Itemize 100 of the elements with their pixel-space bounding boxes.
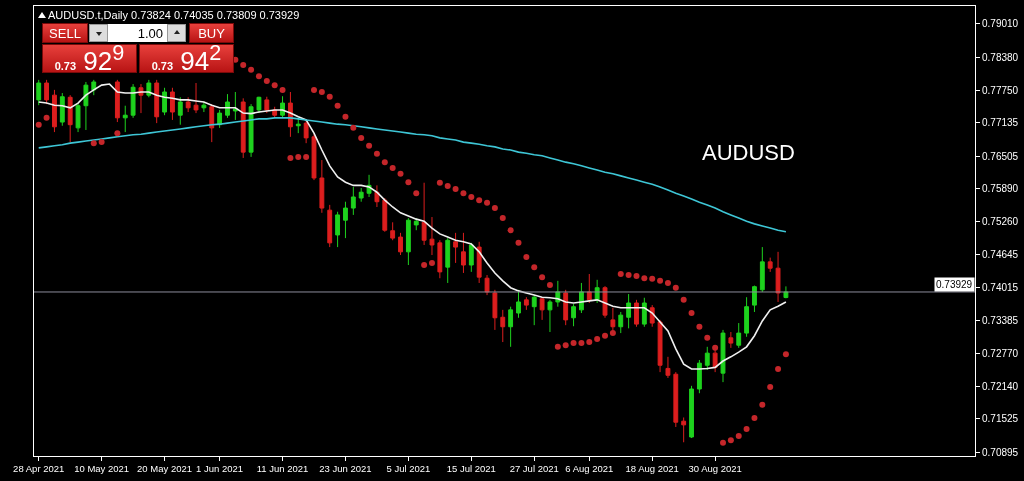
y-tick-label: 0.76505 <box>982 150 1019 162</box>
y-tick-label: 0.75890 <box>982 183 1019 195</box>
candlestick <box>523 296 529 311</box>
candlestick <box>232 91 238 121</box>
candlestick <box>193 82 199 114</box>
candlestick <box>67 94 73 143</box>
x-tick-label: 11 Jun 2021 <box>256 463 309 475</box>
annotation: AUDUSD <box>702 140 795 165</box>
x-tick-label: 18 Aug 2021 <box>625 463 679 475</box>
candlestick <box>327 204 333 248</box>
candlestick <box>484 274 490 296</box>
candlestick <box>704 346 710 371</box>
candlestick <box>657 319 663 373</box>
candlestick <box>303 119 309 144</box>
candlestick <box>468 242 474 273</box>
candlestick <box>413 217 419 231</box>
candlestick <box>382 197 388 233</box>
candlestick <box>398 232 403 256</box>
ref-line-label: 0.73929 <box>936 279 973 290</box>
candlestick <box>461 232 466 274</box>
candlestick <box>264 96 270 114</box>
candlestick <box>130 83 136 119</box>
y-tick-label: 0.72140 <box>982 380 1019 392</box>
candlestick <box>240 97 246 159</box>
y-tick-label: 0.75260 <box>982 216 1019 228</box>
y-tick-label: 0.72770 <box>982 347 1019 359</box>
candlestick <box>374 184 380 208</box>
candlestick <box>681 416 687 443</box>
candlestick <box>122 105 128 133</box>
candlestick <box>256 96 262 114</box>
candlestick <box>209 103 215 143</box>
candlestick <box>689 385 694 439</box>
y-tick-label: 0.73385 <box>982 315 1019 327</box>
sell-price-button: 0.73 92$^{9}$ <box>42 44 137 73</box>
candlestick <box>571 303 576 327</box>
candlestick <box>170 87 175 121</box>
y-tick-label: 0.77135 <box>982 117 1019 129</box>
candlestick <box>405 217 411 266</box>
candlestick <box>295 117 301 134</box>
candlestick <box>114 79 120 123</box>
candlestick <box>767 257 773 273</box>
candlestick <box>185 96 191 113</box>
candlestick <box>736 322 742 349</box>
buy-button: BUY <box>189 23 234 43</box>
candlestick <box>539 296 545 321</box>
candlestick <box>626 293 632 329</box>
candlestick <box>476 241 482 284</box>
candlestick <box>358 187 364 203</box>
candlestick <box>547 299 553 333</box>
candlestick <box>248 103 254 158</box>
y-tick-label: 0.77750 <box>982 84 1019 96</box>
candlestick <box>75 102 81 133</box>
candlestick <box>641 297 647 328</box>
candlestick <box>437 239 443 279</box>
x-tick-label: 20 May 2021 <box>137 463 193 475</box>
candlestick <box>52 89 57 133</box>
x-tick-label: 23 Jun 2021 <box>319 463 372 475</box>
candlestick <box>343 201 348 239</box>
candlestick <box>665 356 671 379</box>
candlestick <box>775 251 781 303</box>
candlestick <box>453 232 459 264</box>
lot-size-field: 1.00 <box>108 24 167 42</box>
chart-title: AUDUSD.t,Daily 0.73824 0.74035 0.73809 0.73929 <box>48 8 300 21</box>
y-tick-label: 0.74015 <box>982 281 1019 293</box>
x-tick-label: 15 Jul 2021 <box>446 463 496 475</box>
candlestick <box>36 79 42 106</box>
x-tick-label: 1 Jun 2021 <box>196 463 244 475</box>
y-tick-label: 0.78380 <box>982 51 1019 63</box>
y-tick-label: 0.79010 <box>982 18 1019 30</box>
candlestick <box>508 306 514 348</box>
x-tick-label: 5 Jul 2021 <box>386 463 431 475</box>
x-tick-label: 28 Apr 2021 <box>13 463 65 475</box>
candlestick <box>759 246 765 293</box>
candlestick <box>421 182 427 246</box>
candlestick <box>634 299 639 328</box>
y-tick-label: 0.71525 <box>982 413 1019 425</box>
x-tick-label: 27 Jul 2021 <box>509 463 559 475</box>
candlestick <box>445 237 451 284</box>
y-tick-label: 0.74645 <box>982 248 1019 260</box>
candlestick <box>720 329 726 383</box>
candlestick <box>59 92 65 127</box>
candlestick <box>201 101 207 113</box>
x-tick-label: 30 Aug 2021 <box>688 463 742 475</box>
candlestick <box>177 96 183 126</box>
candlestick <box>162 87 167 116</box>
candlestick <box>154 79 160 124</box>
candlestick <box>744 296 750 338</box>
candlestick <box>563 289 569 326</box>
buy-price-button: 0.73 94$^{2}$ <box>139 44 234 73</box>
candlestick <box>673 371 679 428</box>
candlestick <box>712 346 718 373</box>
candlestick <box>618 311 624 334</box>
candlestick <box>586 273 592 304</box>
candlestick <box>500 309 506 343</box>
candlestick <box>44 79 50 105</box>
candlestick <box>429 216 435 256</box>
candlestick <box>83 81 89 131</box>
candlestick <box>531 294 537 326</box>
y-tick-label: 0.70895 <box>982 446 1019 458</box>
candlestick <box>319 159 325 214</box>
